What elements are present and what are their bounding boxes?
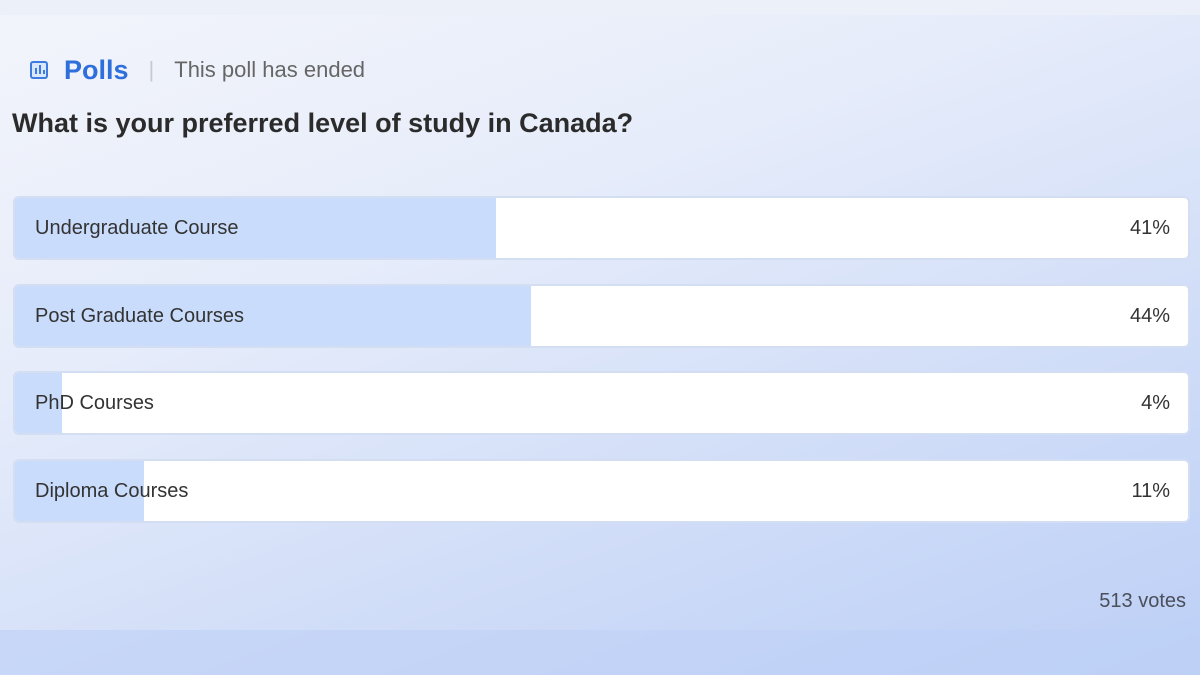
- option-label: Diploma Courses: [35, 480, 189, 502]
- option-label: Undergraduate Course: [35, 217, 239, 239]
- option-percent: 44%: [1129, 305, 1170, 327]
- poll-option: Diploma Courses 11%: [13, 459, 1190, 523]
- result-bar: [15, 373, 62, 433]
- option-percent: 4%: [1141, 392, 1170, 414]
- poll-header: Polls | This poll has ended: [30, 54, 365, 86]
- poll-question: What is your preferred level of study in…: [12, 108, 634, 138]
- option-label: Post Graduate Courses: [35, 305, 244, 327]
- result-bar: [15, 461, 145, 521]
- bar-chart-icon: [30, 61, 48, 79]
- poll-option: PhD Courses 4%: [13, 371, 1190, 435]
- polls-title: Polls: [64, 54, 129, 85]
- vote-count: 513 votes: [1099, 590, 1186, 612]
- poll-option: Post Graduate Courses 44%: [13, 284, 1190, 348]
- option-percent: 11%: [1131, 480, 1170, 502]
- divider: |: [148, 57, 155, 82]
- bottom-strip: [0, 630, 1200, 675]
- result-bar: [15, 286, 532, 346]
- top-strip: [0, 0, 1200, 15]
- option-percent: 41%: [1129, 217, 1170, 239]
- result-bar: [15, 198, 496, 258]
- option-label: PhD Courses: [35, 392, 154, 414]
- poll-option: Undergraduate Course 41%: [13, 196, 1190, 260]
- poll-status: This poll has ended: [174, 57, 366, 82]
